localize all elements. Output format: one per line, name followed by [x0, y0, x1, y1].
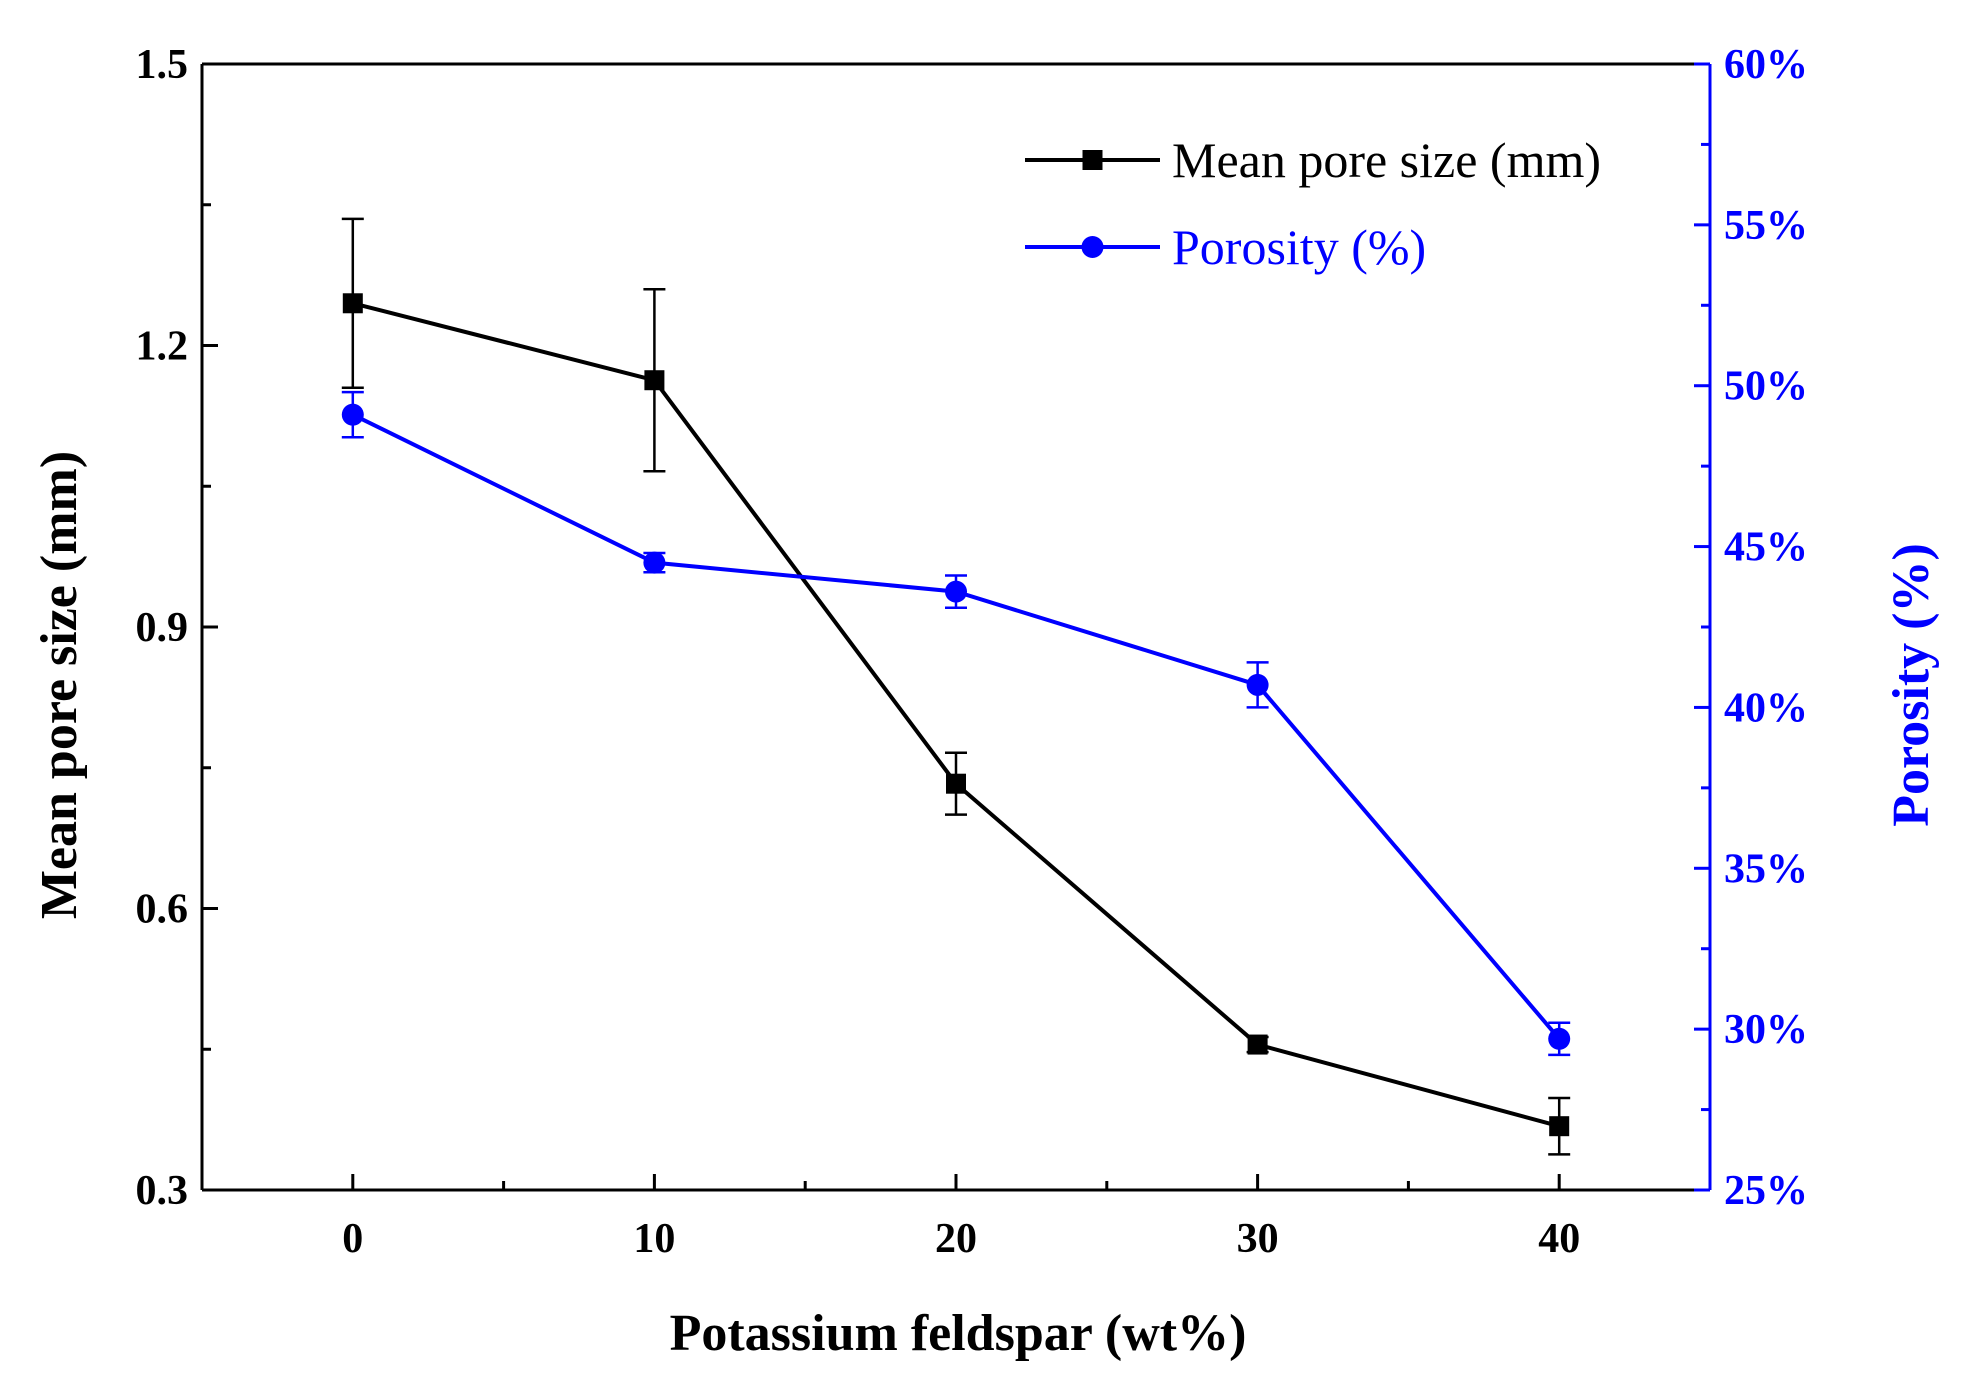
data-point: [1549, 1116, 1570, 1137]
data-point: [946, 773, 966, 794]
y-right-tick-label: 40%: [1724, 685, 1808, 731]
series-layer: [341, 217, 1571, 1156]
series-line: [352, 301, 1560, 1129]
x-tick-label: 10: [633, 1216, 675, 1262]
y-left-tick-label: 1.2: [136, 324, 189, 370]
y-right-tick-label: 25%: [1724, 1168, 1808, 1214]
y-left-tick-label: 1.5: [136, 42, 189, 88]
data-point: [341, 403, 364, 426]
x-tick-label: 0: [342, 1216, 363, 1262]
legend-marker: [1081, 236, 1104, 258]
x-tick-label: 40: [1538, 1216, 1580, 1262]
x-tick-label: 20: [935, 1216, 977, 1262]
data-point: [1246, 673, 1269, 696]
y-left-tick-label: 0.3: [136, 1168, 189, 1214]
y-left-axis-title: Mean pore size (mm): [31, 451, 88, 919]
legend-label: Mean pore size (mm): [1172, 132, 1601, 188]
y-right-tick-label: 45%: [1724, 525, 1808, 571]
y-right-tick-label: 35%: [1724, 846, 1808, 892]
y-right-tick-label: 55%: [1724, 203, 1808, 249]
legend: Mean pore size (mm) Porosity (%): [1025, 132, 1601, 275]
ticks: 0 10 20 30 40 0.3 0.6 0.9 1.2 1.5 25% 30% 35% 40% 45% 5…: [136, 42, 1809, 1262]
data-point: [945, 580, 967, 603]
legend-marker: [1082, 150, 1103, 170]
y-right-tick-label: 30%: [1724, 1007, 1808, 1053]
legend-item-2: Porosity (%): [1025, 219, 1426, 275]
series-line: [351, 412, 1561, 1041]
x-tick-label: 30: [1237, 1216, 1279, 1262]
y-right-tick-label: 50%: [1724, 364, 1808, 410]
y-right-tick-label: 60%: [1724, 42, 1808, 88]
y-right-axis-title: Porosity (%): [1883, 543, 1940, 827]
x-axis-title: Potassium feldspar (wt%): [670, 1305, 1247, 1362]
y-left-tick-label: 0.6: [136, 887, 189, 933]
data-point: [1247, 1034, 1268, 1055]
data-point: [1548, 1027, 1571, 1050]
series-2: [341, 390, 1571, 1057]
legend-label: Porosity (%): [1172, 219, 1426, 275]
data-point: [342, 293, 363, 314]
data-point: [644, 370, 665, 391]
data-point: [643, 551, 666, 574]
axes: [200, 62, 1712, 1192]
series-1: [341, 217, 1571, 1156]
y-left-tick-label: 0.9: [136, 605, 189, 651]
legend-item-1: Mean pore size (mm): [1025, 132, 1601, 188]
